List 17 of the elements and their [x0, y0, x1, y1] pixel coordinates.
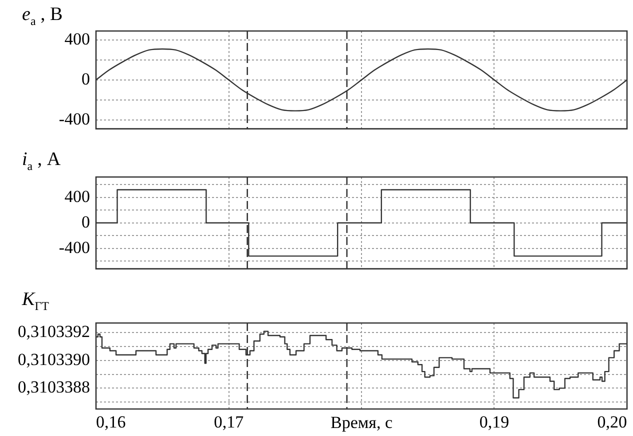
- x-axis-title: Время, с: [330, 412, 393, 432]
- y-axis-title: i$_{a}$ , А: [22, 149, 61, 174]
- y-tick-label: 0,3103390: [18, 350, 90, 369]
- y-axis-title: e$_{a}$ , В: [22, 4, 63, 29]
- y-tick-label: 0: [82, 69, 90, 88]
- y-tick-label: 0,3103388: [18, 378, 90, 397]
- y-tick-label: 0,3103392: [18, 322, 90, 342]
- y-axis-title: K$_{ГТ}$: [22, 289, 49, 313]
- y-tick-label: 400: [64, 186, 90, 206]
- x-tick-label: 0,19: [479, 412, 510, 432]
- y-tick-label: 400: [64, 29, 90, 48]
- y-tick-label: 0: [82, 212, 90, 232]
- x-tick-label: 0,16: [96, 412, 126, 432]
- y-tick-label: -400: [58, 238, 90, 257]
- y-tick-label: -400: [58, 109, 90, 128]
- x-tick-label: 0,20: [597, 412, 627, 432]
- x-tick-label: 0,17: [214, 412, 244, 432]
